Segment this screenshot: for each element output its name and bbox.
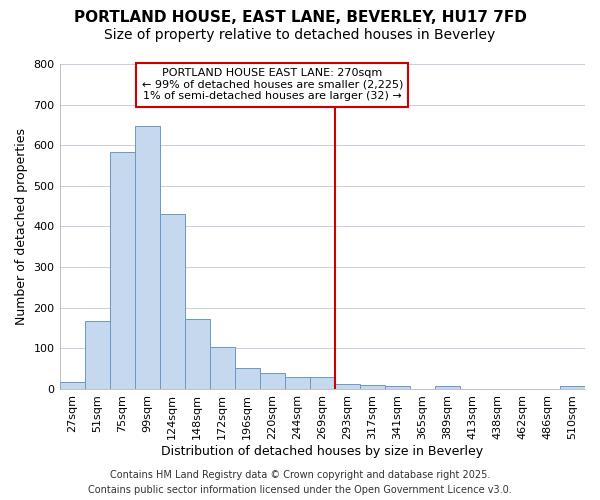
X-axis label: Distribution of detached houses by size in Beverley: Distribution of detached houses by size … [161, 444, 484, 458]
Bar [360, 385, 385, 389]
Bar [435, 386, 460, 389]
Bar [235, 368, 260, 389]
Bar [285, 377, 310, 389]
Text: PORTLAND HOUSE, EAST LANE, BEVERLEY, HU17 7FD: PORTLAND HOUSE, EAST LANE, BEVERLEY, HU1… [74, 10, 526, 25]
Bar [185, 318, 209, 389]
Bar [335, 384, 360, 389]
Y-axis label: Number of detached properties: Number of detached properties [15, 128, 28, 325]
Bar [134, 126, 160, 389]
Bar [260, 372, 285, 389]
Bar [59, 382, 85, 389]
Text: PORTLAND HOUSE EAST LANE: 270sqm
← 99% of detached houses are smaller (2,225)
1%: PORTLAND HOUSE EAST LANE: 270sqm ← 99% o… [142, 68, 403, 102]
Bar [209, 347, 235, 389]
Bar [110, 152, 134, 389]
Text: Size of property relative to detached houses in Beverley: Size of property relative to detached ho… [104, 28, 496, 42]
Bar [385, 386, 410, 389]
Bar [310, 377, 335, 389]
Bar [560, 386, 585, 389]
Bar [85, 320, 110, 389]
Bar [160, 214, 185, 389]
Text: Contains HM Land Registry data © Crown copyright and database right 2025.
Contai: Contains HM Land Registry data © Crown c… [88, 470, 512, 495]
